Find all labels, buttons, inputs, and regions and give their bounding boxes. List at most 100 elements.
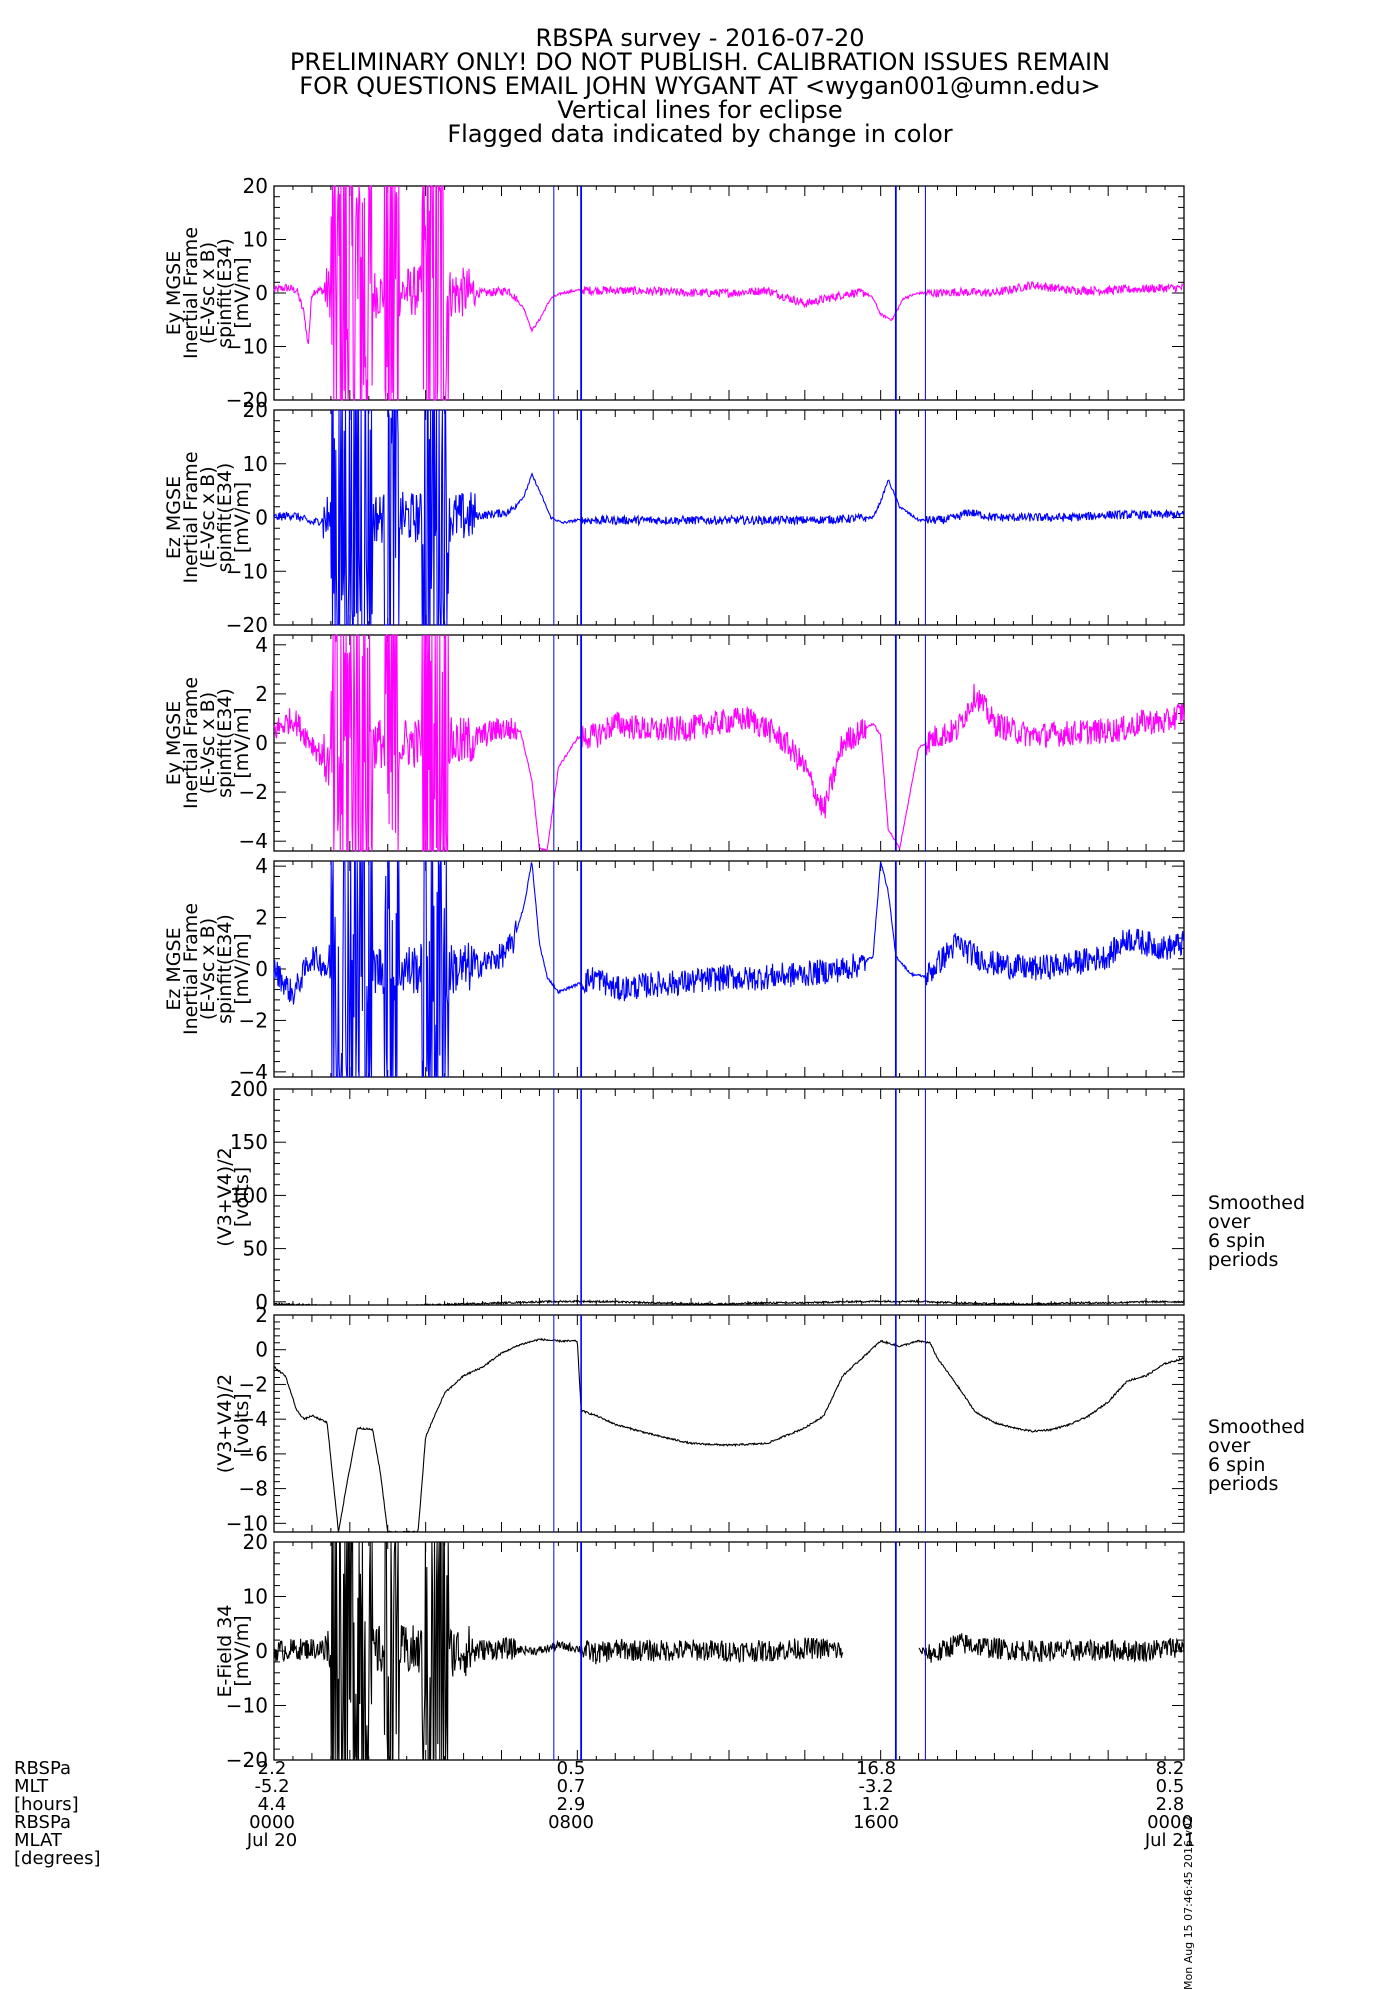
smoothing-note-1-line: periods [1208, 1249, 1279, 1271]
y-tick-label: −4 [239, 1060, 268, 1084]
y-tick-label: −10 [226, 335, 268, 359]
y-tick-label: 0 [255, 1338, 268, 1362]
orbit-value: 0.5 [556, 1758, 586, 1779]
orbit-value: 0.5 [1155, 1776, 1185, 1797]
y-tick-label: 20 [243, 174, 268, 198]
panel-6: 2 0 −2 −4 −6 −8 −10 (V3+V4)/2[volts] [214, 1303, 1185, 1535]
orbit-value: 4.4 [257, 1794, 287, 1815]
orbit-label: RBSPa [14, 1758, 72, 1779]
orbit-value: 1.2 [861, 1794, 891, 1815]
y-tick-label: −2 [239, 1008, 268, 1032]
y-tick-label: 4 [255, 633, 268, 657]
y-tick-label: −20 [226, 388, 268, 412]
y-axis-label: (V3+V4)/2 [214, 1374, 236, 1473]
y-tick-label: 10 [243, 228, 268, 252]
y-tick-label: −10 [226, 559, 268, 583]
rbspa-survey-plot-page: RBSPA survey - 2016-07-20 PRELIMINARY ON… [14, 26, 1306, 1990]
orbit-value: Jul 21 [1144, 1830, 1196, 1851]
orbit-value: 0.7 [556, 1776, 586, 1797]
y-axis-label: [volts] [231, 1393, 253, 1453]
y-axis-label: [mV/m] [231, 1615, 253, 1686]
y-tick-label: 2 [255, 906, 268, 930]
y-tick-label: 0 [255, 957, 268, 981]
y-tick-label: 50 [243, 1237, 268, 1261]
orbit-value: 2.9 [556, 1794, 586, 1815]
panel-7: 20 10 0 −10 −20 E-Field 34[mV/m] [214, 1530, 1185, 1772]
orbit-label: [degrees] [14, 1848, 101, 1869]
orbit-value: -3.2 [858, 1776, 894, 1797]
y-axis-label: [volts] [231, 1167, 253, 1227]
y-tick-label: 0 [255, 731, 268, 755]
orbit-value: 2.2 [257, 1758, 287, 1779]
y-axis-label: (E-Vsc x B) [197, 918, 219, 1020]
smoothing-note-1-line: 6 spin [1208, 1230, 1266, 1252]
y-tick-label: 20 [243, 398, 268, 422]
y-tick-label: 10 [243, 452, 268, 476]
orbit-value: Jul 20 [246, 1830, 298, 1851]
y-tick-label: 2 [255, 1303, 268, 1327]
y-tick-label: −10 [226, 1511, 268, 1535]
title-line-2: PRELIMINARY ONLY! DO NOT PUBLISH. CALIBR… [289, 48, 1111, 76]
y-tick-label: −20 [226, 1748, 268, 1772]
y-tick-label: 0 [255, 1290, 268, 1314]
y-axis-label: Ez MGSE [163, 927, 185, 1010]
series-trace [273, 1337, 1185, 1534]
panel-frame [273, 1088, 1185, 1306]
y-tick-label: −4 [239, 1407, 268, 1431]
y-axis-label: [mV/m] [231, 933, 253, 1004]
y-axis-label: [mV/m] [231, 482, 253, 553]
y-axis-label: spinfit(E34) [214, 914, 236, 1024]
title-line-5: Flagged data indicated by change in colo… [447, 120, 953, 148]
smoothing-note-2-line: 6 spin [1208, 1454, 1266, 1476]
y-axis-label: [mV/m] [231, 707, 253, 778]
y-axis-label: Ey MGSE [163, 701, 185, 785]
orbit-value: 2.8 [1155, 1794, 1185, 1815]
panel-frame [273, 1314, 1185, 1533]
y-tick-label: 0 [255, 1639, 268, 1663]
orbit-column-0000-jul21: 8.2 0.5 2.8 0000 Jul 21 [1100, 1760, 1240, 1850]
series-trace [273, 860, 1185, 1078]
smoothing-note-2-line: periods [1208, 1473, 1279, 1495]
series-trace [273, 634, 1185, 852]
y-axis-label: Inertial Frame [180, 903, 202, 1035]
orbit-value: 8.2 [1155, 1758, 1185, 1779]
smoothing-note-1-line: Smoothed [1208, 1192, 1306, 1214]
series-trace [273, 1299, 1185, 1307]
y-tick-label: 100 [230, 1183, 268, 1207]
y-tick-label: 0 [255, 506, 268, 530]
smoothing-note-1-line: over [1208, 1211, 1251, 1233]
y-axis-label: (E-Vsc x B) [197, 692, 219, 794]
smoothing-note-2-line: Smoothed [1208, 1416, 1306, 1438]
y-axis-label: (V3+V4)/2 [214, 1147, 236, 1246]
y-tick-label: 20 [243, 1530, 268, 1554]
orbit-label: [hours] [14, 1794, 79, 1815]
orbit-column-1600: 16.8 -3.2 1.2 1600 [806, 1760, 946, 1832]
y-tick-label: 200 [230, 1077, 268, 1101]
orbit-value: 16.8 [855, 1758, 897, 1779]
y-axis-label: spinfit(E34) [214, 238, 236, 348]
orbit-column-0800: 0.5 0.7 2.9 0800 [501, 1760, 641, 1832]
orbit-value: 0000 [249, 1812, 295, 1833]
y-tick-label: −4 [239, 829, 268, 853]
y-tick-label: −20 [226, 613, 268, 637]
y-axis-label: E-Field 34 [214, 1605, 236, 1698]
panel-frame [273, 634, 1185, 852]
y-tick-label: 4 [255, 854, 268, 878]
y-tick-label: −10 [226, 1694, 268, 1718]
orbit-value: 0800 [548, 1812, 594, 1833]
smoothing-note-1: Smoothed over 6 spin periods [1208, 1194, 1305, 1270]
y-axis-label: [mV/m] [231, 257, 253, 328]
y-tick-label: 0 [255, 281, 268, 305]
orbit-value: 0000 [1147, 1812, 1193, 1833]
series-trace [273, 185, 1185, 401]
y-tick-label: −8 [239, 1477, 268, 1501]
y-axis-label: Ey MGSE [163, 251, 185, 335]
y-axis-label: Ez MGSE [163, 476, 185, 559]
panel-5: 200 150 100 50 0 (V3+V4)/2[volts] [214, 1077, 1185, 1314]
orbit-value: -5.2 [254, 1776, 290, 1797]
